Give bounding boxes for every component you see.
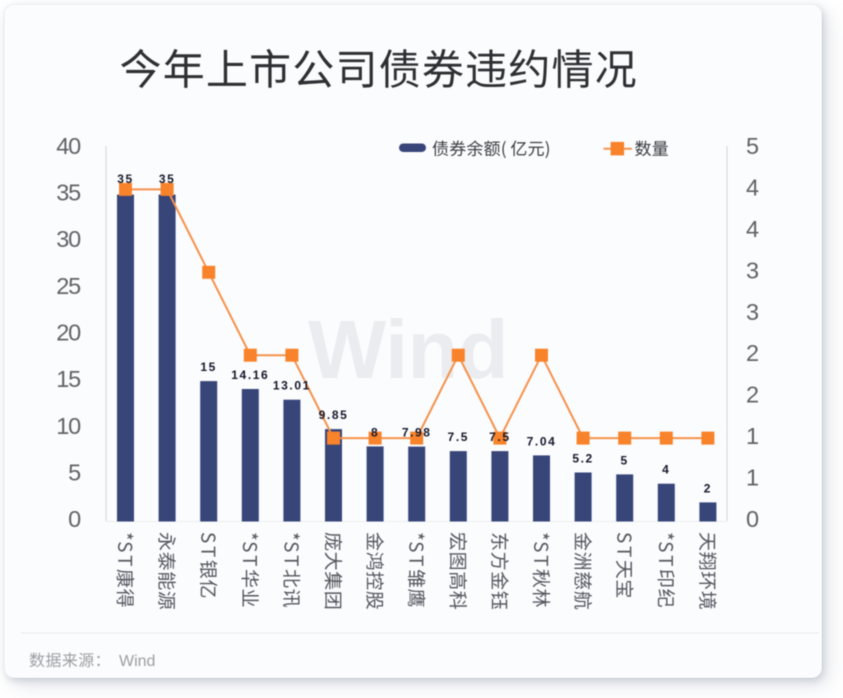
svg-text:13.01: 13.01 xyxy=(273,379,311,393)
svg-text:5: 5 xyxy=(68,459,81,485)
svg-text:20: 20 xyxy=(56,320,81,346)
svg-text:Wind: Wind xyxy=(308,303,508,396)
svg-text:30: 30 xyxy=(56,226,81,252)
svg-text:5.2: 5.2 xyxy=(572,452,593,466)
svg-text:4: 4 xyxy=(662,463,670,477)
svg-text:9.85: 9.85 xyxy=(319,408,349,422)
svg-text:10: 10 xyxy=(56,413,81,439)
svg-text:4: 4 xyxy=(746,174,759,200)
svg-text:7.98: 7.98 xyxy=(402,426,432,440)
svg-text:14.16: 14.16 xyxy=(231,368,269,382)
svg-text:3: 3 xyxy=(746,257,759,283)
svg-text:2: 2 xyxy=(704,481,712,495)
svg-text:Wind: Wind xyxy=(119,653,155,670)
svg-text:2: 2 xyxy=(746,382,759,408)
svg-text:40: 40 xyxy=(56,133,81,159)
svg-text:0: 0 xyxy=(68,506,81,532)
svg-text:4: 4 xyxy=(746,216,759,242)
svg-text:5: 5 xyxy=(621,453,629,467)
svg-text:7.5: 7.5 xyxy=(489,430,510,444)
svg-text:2: 2 xyxy=(746,340,759,366)
svg-text:35: 35 xyxy=(159,172,176,186)
svg-text:15: 15 xyxy=(200,360,217,374)
svg-text:7.5: 7.5 xyxy=(448,430,469,444)
svg-text:3: 3 xyxy=(746,299,759,325)
svg-text:5: 5 xyxy=(746,133,759,159)
svg-text:15: 15 xyxy=(56,366,81,392)
svg-text:7.04: 7.04 xyxy=(527,434,557,448)
svg-text:1: 1 xyxy=(746,465,759,491)
svg-text:25: 25 xyxy=(56,273,81,299)
svg-text:1: 1 xyxy=(746,423,759,449)
svg-text:8: 8 xyxy=(371,425,379,439)
svg-text:0: 0 xyxy=(746,506,759,532)
svg-text:35: 35 xyxy=(117,172,134,186)
svg-text:35: 35 xyxy=(56,180,81,206)
